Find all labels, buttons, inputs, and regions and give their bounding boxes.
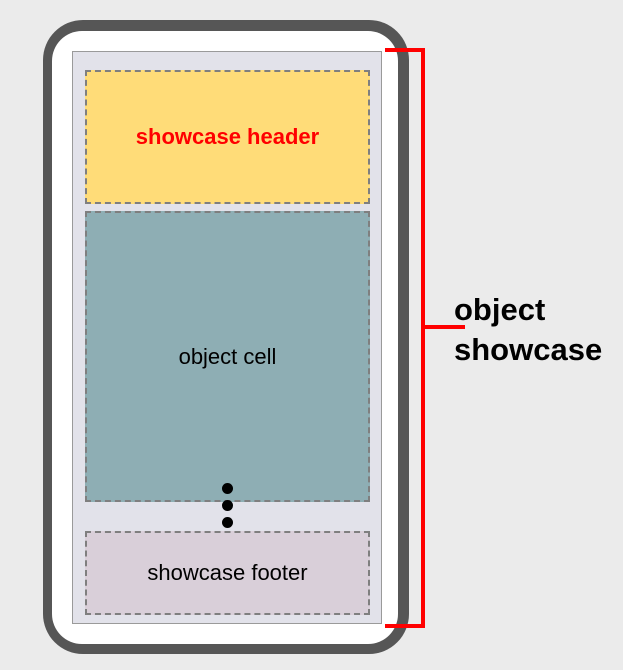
object-showcase-label-line1: object xyxy=(454,292,546,327)
object-showcase-label: object showcase xyxy=(454,290,619,370)
showcase-header-label: showcase header xyxy=(135,124,320,149)
object-cell-label: object cell xyxy=(178,343,277,369)
bracket-top-arm xyxy=(385,48,425,52)
showcase-footer-label: showcase footer xyxy=(147,560,308,585)
object-showcase-label-line2: showcase xyxy=(454,332,603,367)
ellipsis-dot xyxy=(222,517,233,528)
showcase-footer-section: showcase footer xyxy=(85,531,370,615)
bracket-spine xyxy=(421,48,425,628)
bracket-bottom-arm xyxy=(385,624,425,628)
ellipsis-dot xyxy=(222,500,233,511)
ellipsis-dot xyxy=(222,483,233,494)
object-cell-section: object cell xyxy=(85,211,370,502)
bracket-pointer xyxy=(421,325,465,329)
ellipsis-dots xyxy=(218,480,236,530)
showcase-header-section: showcase header xyxy=(85,70,370,204)
